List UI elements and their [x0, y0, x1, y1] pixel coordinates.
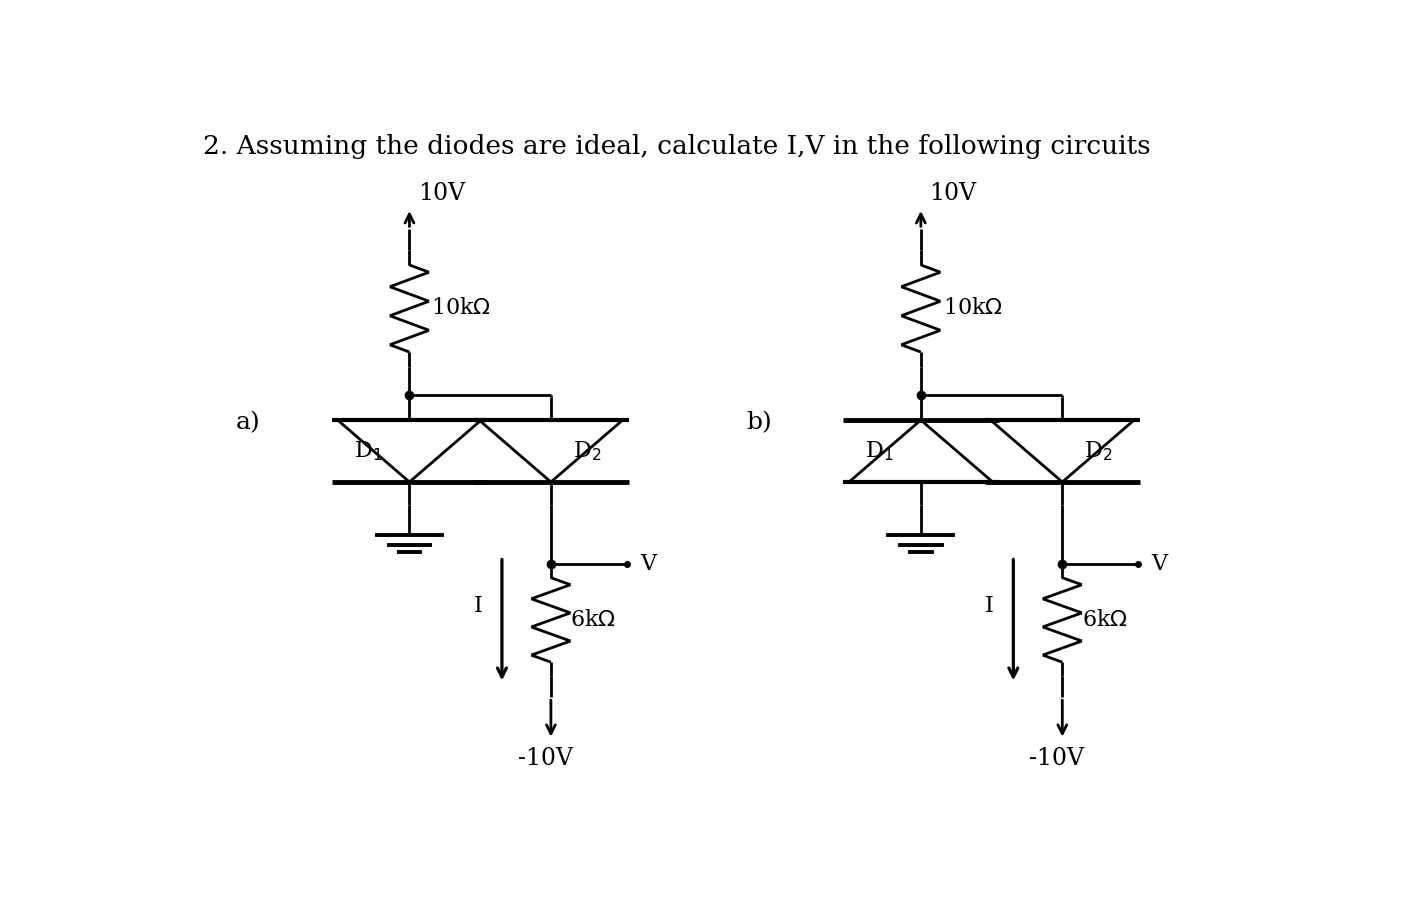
- Text: 2. Assuming the diodes are ideal, calculate I,V in the following circuits: 2. Assuming the diodes are ideal, calcul…: [202, 134, 1150, 159]
- Text: -10V: -10V: [1029, 747, 1084, 770]
- Text: D$_1$: D$_1$: [354, 440, 382, 462]
- Polygon shape: [849, 420, 993, 482]
- Text: 10V: 10V: [418, 182, 465, 205]
- Text: V: V: [1151, 553, 1168, 575]
- Text: b): b): [747, 411, 772, 434]
- Text: 10k$\Omega$: 10k$\Omega$: [942, 297, 1002, 320]
- Polygon shape: [479, 420, 623, 482]
- Polygon shape: [990, 420, 1134, 482]
- Text: 10k$\Omega$: 10k$\Omega$: [431, 297, 491, 320]
- Text: I: I: [473, 595, 483, 617]
- Text: a): a): [236, 411, 260, 434]
- Text: 6k$\Omega$: 6k$\Omega$: [1082, 609, 1127, 631]
- Text: I: I: [984, 595, 994, 617]
- Text: V: V: [640, 553, 656, 575]
- Text: D$_1$: D$_1$: [865, 440, 894, 462]
- Text: 6k$\Omega$: 6k$\Omega$: [570, 609, 616, 631]
- Text: D$_2$: D$_2$: [1084, 440, 1112, 462]
- Polygon shape: [337, 420, 482, 482]
- Text: D$_2$: D$_2$: [573, 440, 601, 462]
- Text: -10V: -10V: [518, 747, 573, 770]
- Text: 10V: 10V: [929, 182, 977, 205]
